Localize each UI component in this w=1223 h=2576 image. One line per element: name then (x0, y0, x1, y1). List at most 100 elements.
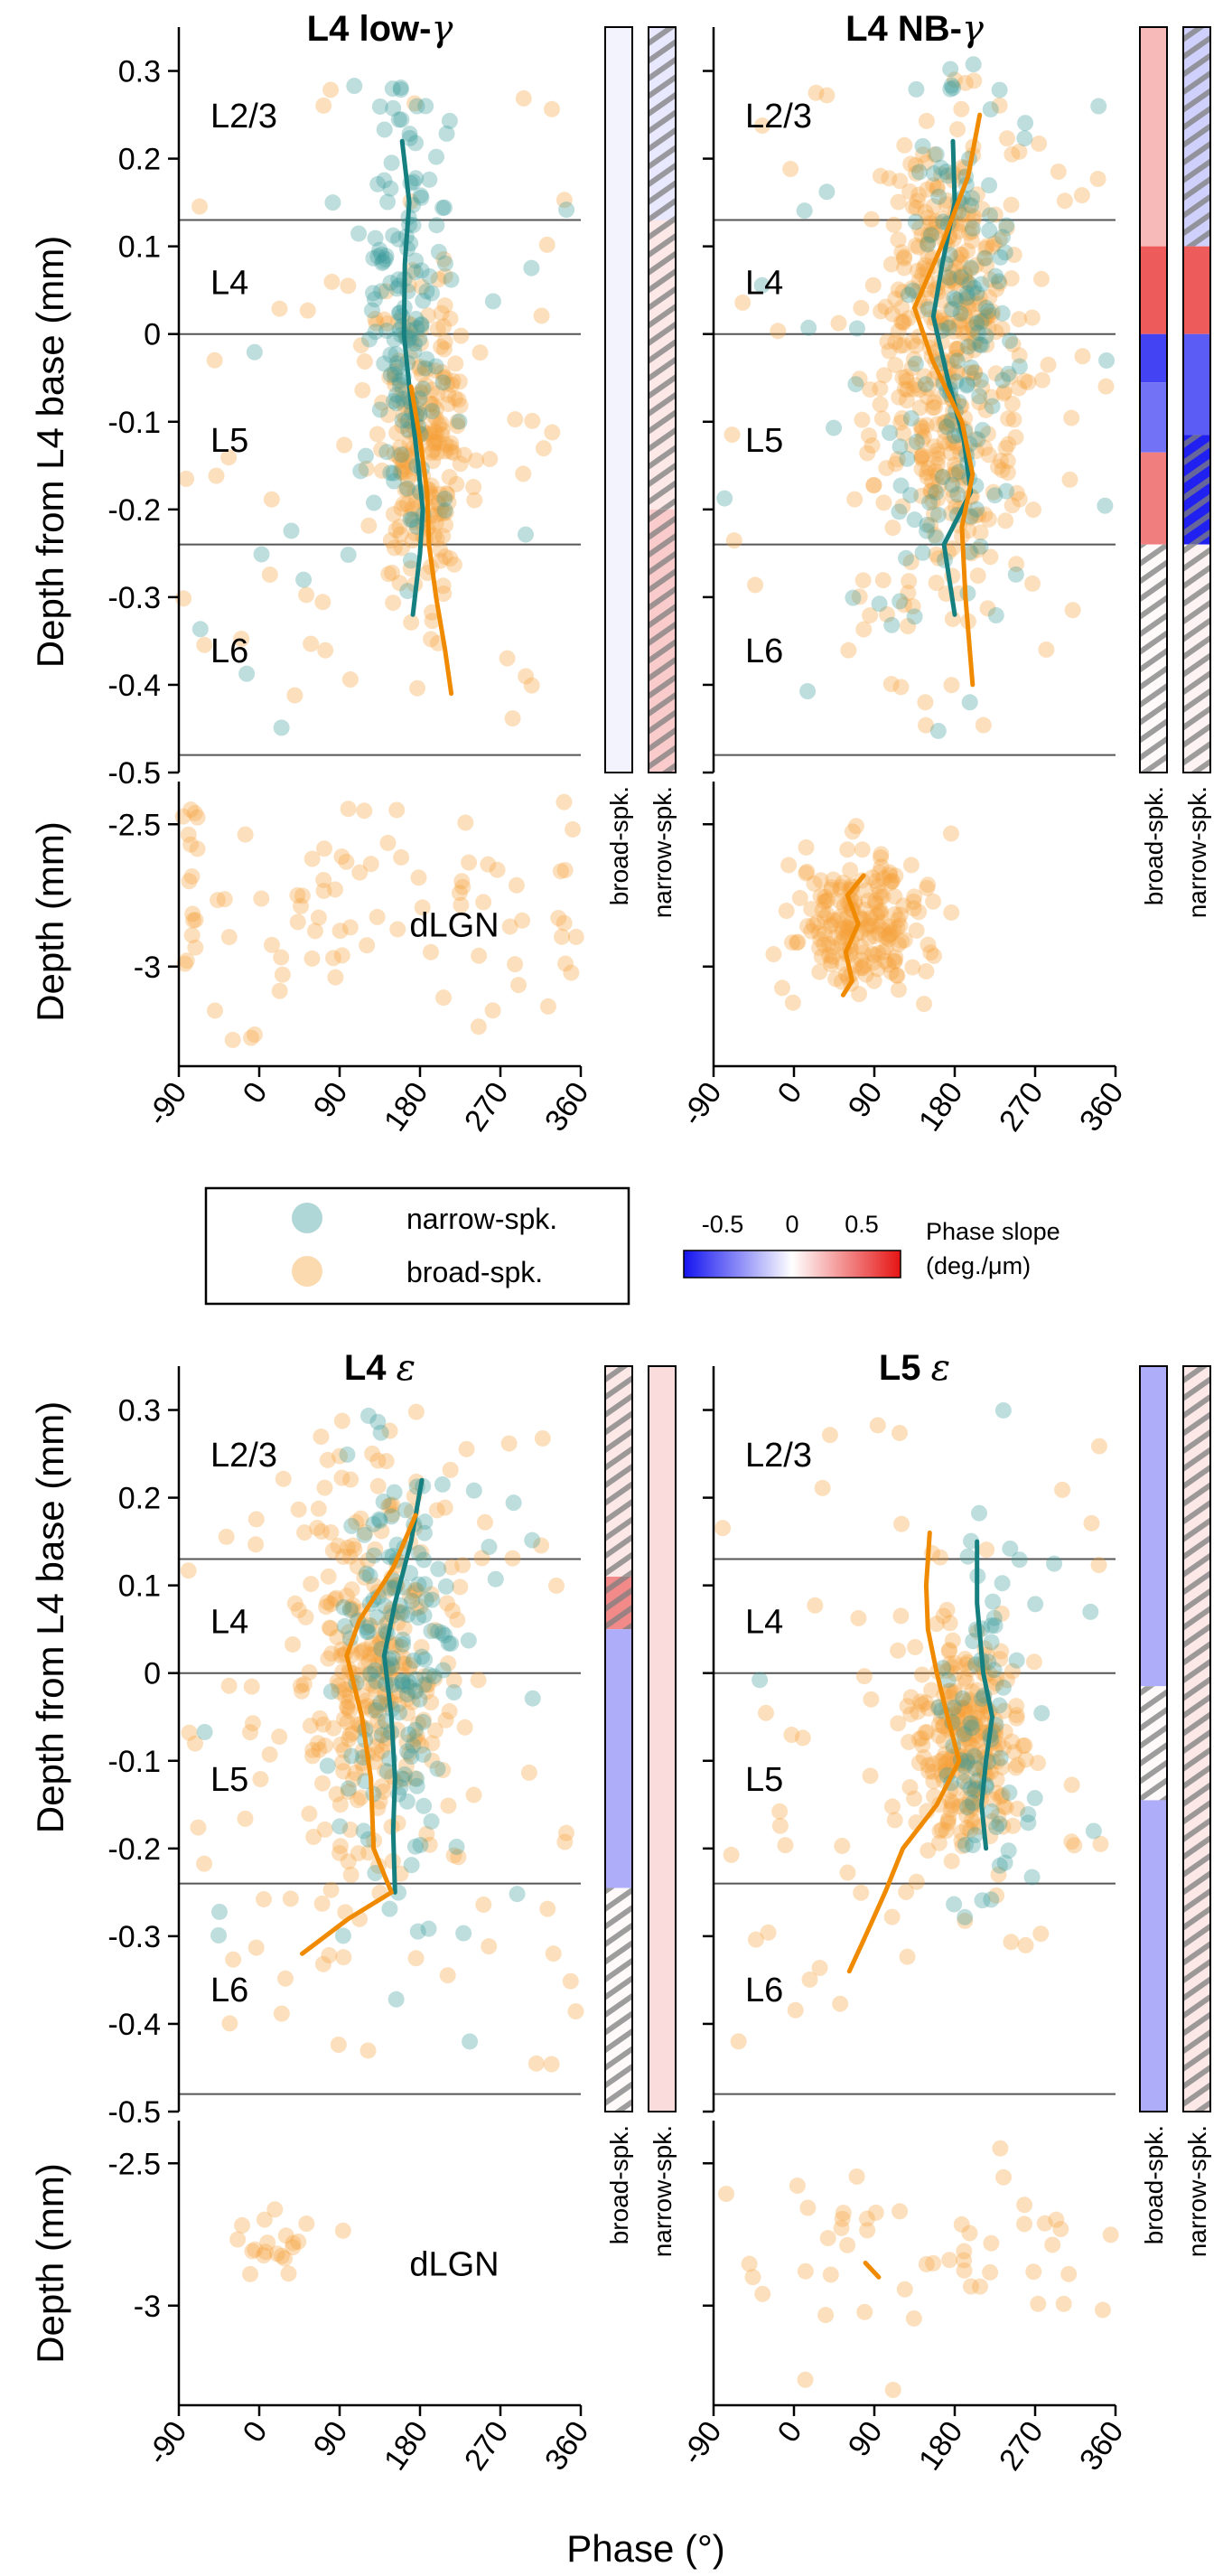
narrow-point (363, 302, 380, 319)
lgn-point (812, 888, 829, 905)
narrow-point (361, 1568, 378, 1585)
lgn-point (470, 1018, 487, 1035)
narrow-point (413, 262, 430, 279)
broad-point (1008, 1707, 1025, 1724)
narrow-point (752, 1672, 769, 1689)
narrow-point (946, 1896, 963, 1913)
narrow-point (408, 320, 425, 337)
lgn-point (253, 890, 270, 907)
narrow-point (421, 1666, 438, 1683)
narrow-point (393, 111, 410, 128)
broad-point (1014, 1738, 1032, 1755)
lgn-point (501, 918, 518, 935)
broad-point (381, 369, 398, 386)
lgn-point (839, 841, 856, 858)
broad-point (384, 564, 401, 581)
lgn-point (881, 931, 898, 948)
narrow-point (410, 1576, 427, 1593)
broad-point (535, 440, 552, 457)
narrow-point (960, 338, 977, 355)
lgn-point (892, 2203, 909, 2220)
broad-point (948, 1710, 966, 1728)
lgn-point (854, 944, 872, 961)
broad-point (332, 1647, 350, 1664)
broad-point (944, 1794, 961, 1812)
broad-point (356, 1569, 373, 1586)
broad-point (902, 1706, 920, 1723)
lgn-point (886, 888, 903, 905)
lgn-point (185, 912, 202, 929)
broad-point (913, 227, 930, 244)
layer-label: L6 (745, 1972, 783, 2009)
broad-point (426, 362, 443, 379)
broad-point (398, 1705, 415, 1722)
layer-label: L2/3 (745, 1437, 812, 1475)
lgn-point (244, 2243, 261, 2260)
lgn-point (920, 936, 937, 953)
broad-point (896, 259, 913, 276)
broad-point (859, 445, 876, 462)
narrow-point (451, 413, 468, 430)
broad-point (369, 1745, 386, 1762)
narrow-point (238, 665, 256, 682)
broad-point (957, 1749, 974, 1766)
broad-point (376, 311, 393, 328)
lgn-point (315, 871, 332, 888)
y-tick-label: 0.3 (118, 1394, 161, 1429)
broad-point (918, 417, 935, 434)
broad-point (428, 1502, 445, 1519)
narrow-point (406, 342, 423, 360)
broad-point (896, 380, 913, 398)
broad-point (435, 585, 453, 603)
broad-point (853, 299, 870, 316)
broad-point (892, 1424, 909, 1441)
broad-slope-bar-hatch (605, 1888, 632, 2112)
broad-point (396, 1655, 413, 1672)
narrow-slope-bar-label: narrow-spk. (1183, 2125, 1211, 2257)
broad-point (951, 1798, 968, 1815)
broad-slope-bar: broad-spk. (604, 1365, 633, 2244)
broad-point (968, 186, 985, 203)
broad-point (515, 465, 532, 482)
broad-point (481, 451, 499, 468)
broad-point (993, 1643, 1010, 1660)
narrow-point (401, 1679, 418, 1696)
broad-point (400, 1745, 417, 1762)
broad-point (760, 1924, 777, 1941)
narrow-point (991, 1815, 1008, 1832)
lgn-point (453, 896, 470, 913)
broad-point (916, 368, 933, 385)
narrow-point (386, 366, 403, 383)
broad-point (980, 511, 997, 528)
broad-point (930, 549, 948, 567)
broad-point (939, 277, 957, 295)
broad-point (814, 1479, 831, 1496)
broad-point (891, 389, 908, 406)
lgn-point (871, 885, 888, 902)
broad-point (902, 1689, 920, 1706)
broad-point (953, 312, 970, 329)
lgn-point (956, 2262, 973, 2279)
broad-point (979, 426, 996, 443)
lgn-point (905, 2309, 922, 2327)
narrow-point (319, 1757, 336, 1775)
broad-point (1005, 247, 1022, 264)
broad-point (386, 445, 403, 463)
broad-slope-bar-segment (1140, 1366, 1167, 1687)
broad-point (970, 506, 987, 523)
broad-point (943, 1658, 960, 1675)
broad-point (941, 1682, 958, 1700)
y-tick-label: -0.4 (107, 669, 161, 703)
lgn-point (310, 909, 327, 926)
broad-point (481, 1938, 498, 1955)
legend-broad-label: broad-spk. (406, 1256, 543, 1288)
broad-point (988, 1784, 1005, 1802)
narrow-point (949, 486, 966, 503)
broad-point (895, 248, 912, 266)
broad-point (296, 1524, 313, 1541)
lgn-point (942, 825, 959, 842)
y-axis-label-top-lgn: Depth (mm) (29, 821, 71, 1022)
broad-point (966, 72, 983, 89)
narrow-point (421, 171, 438, 188)
broad-point (337, 1688, 354, 1705)
